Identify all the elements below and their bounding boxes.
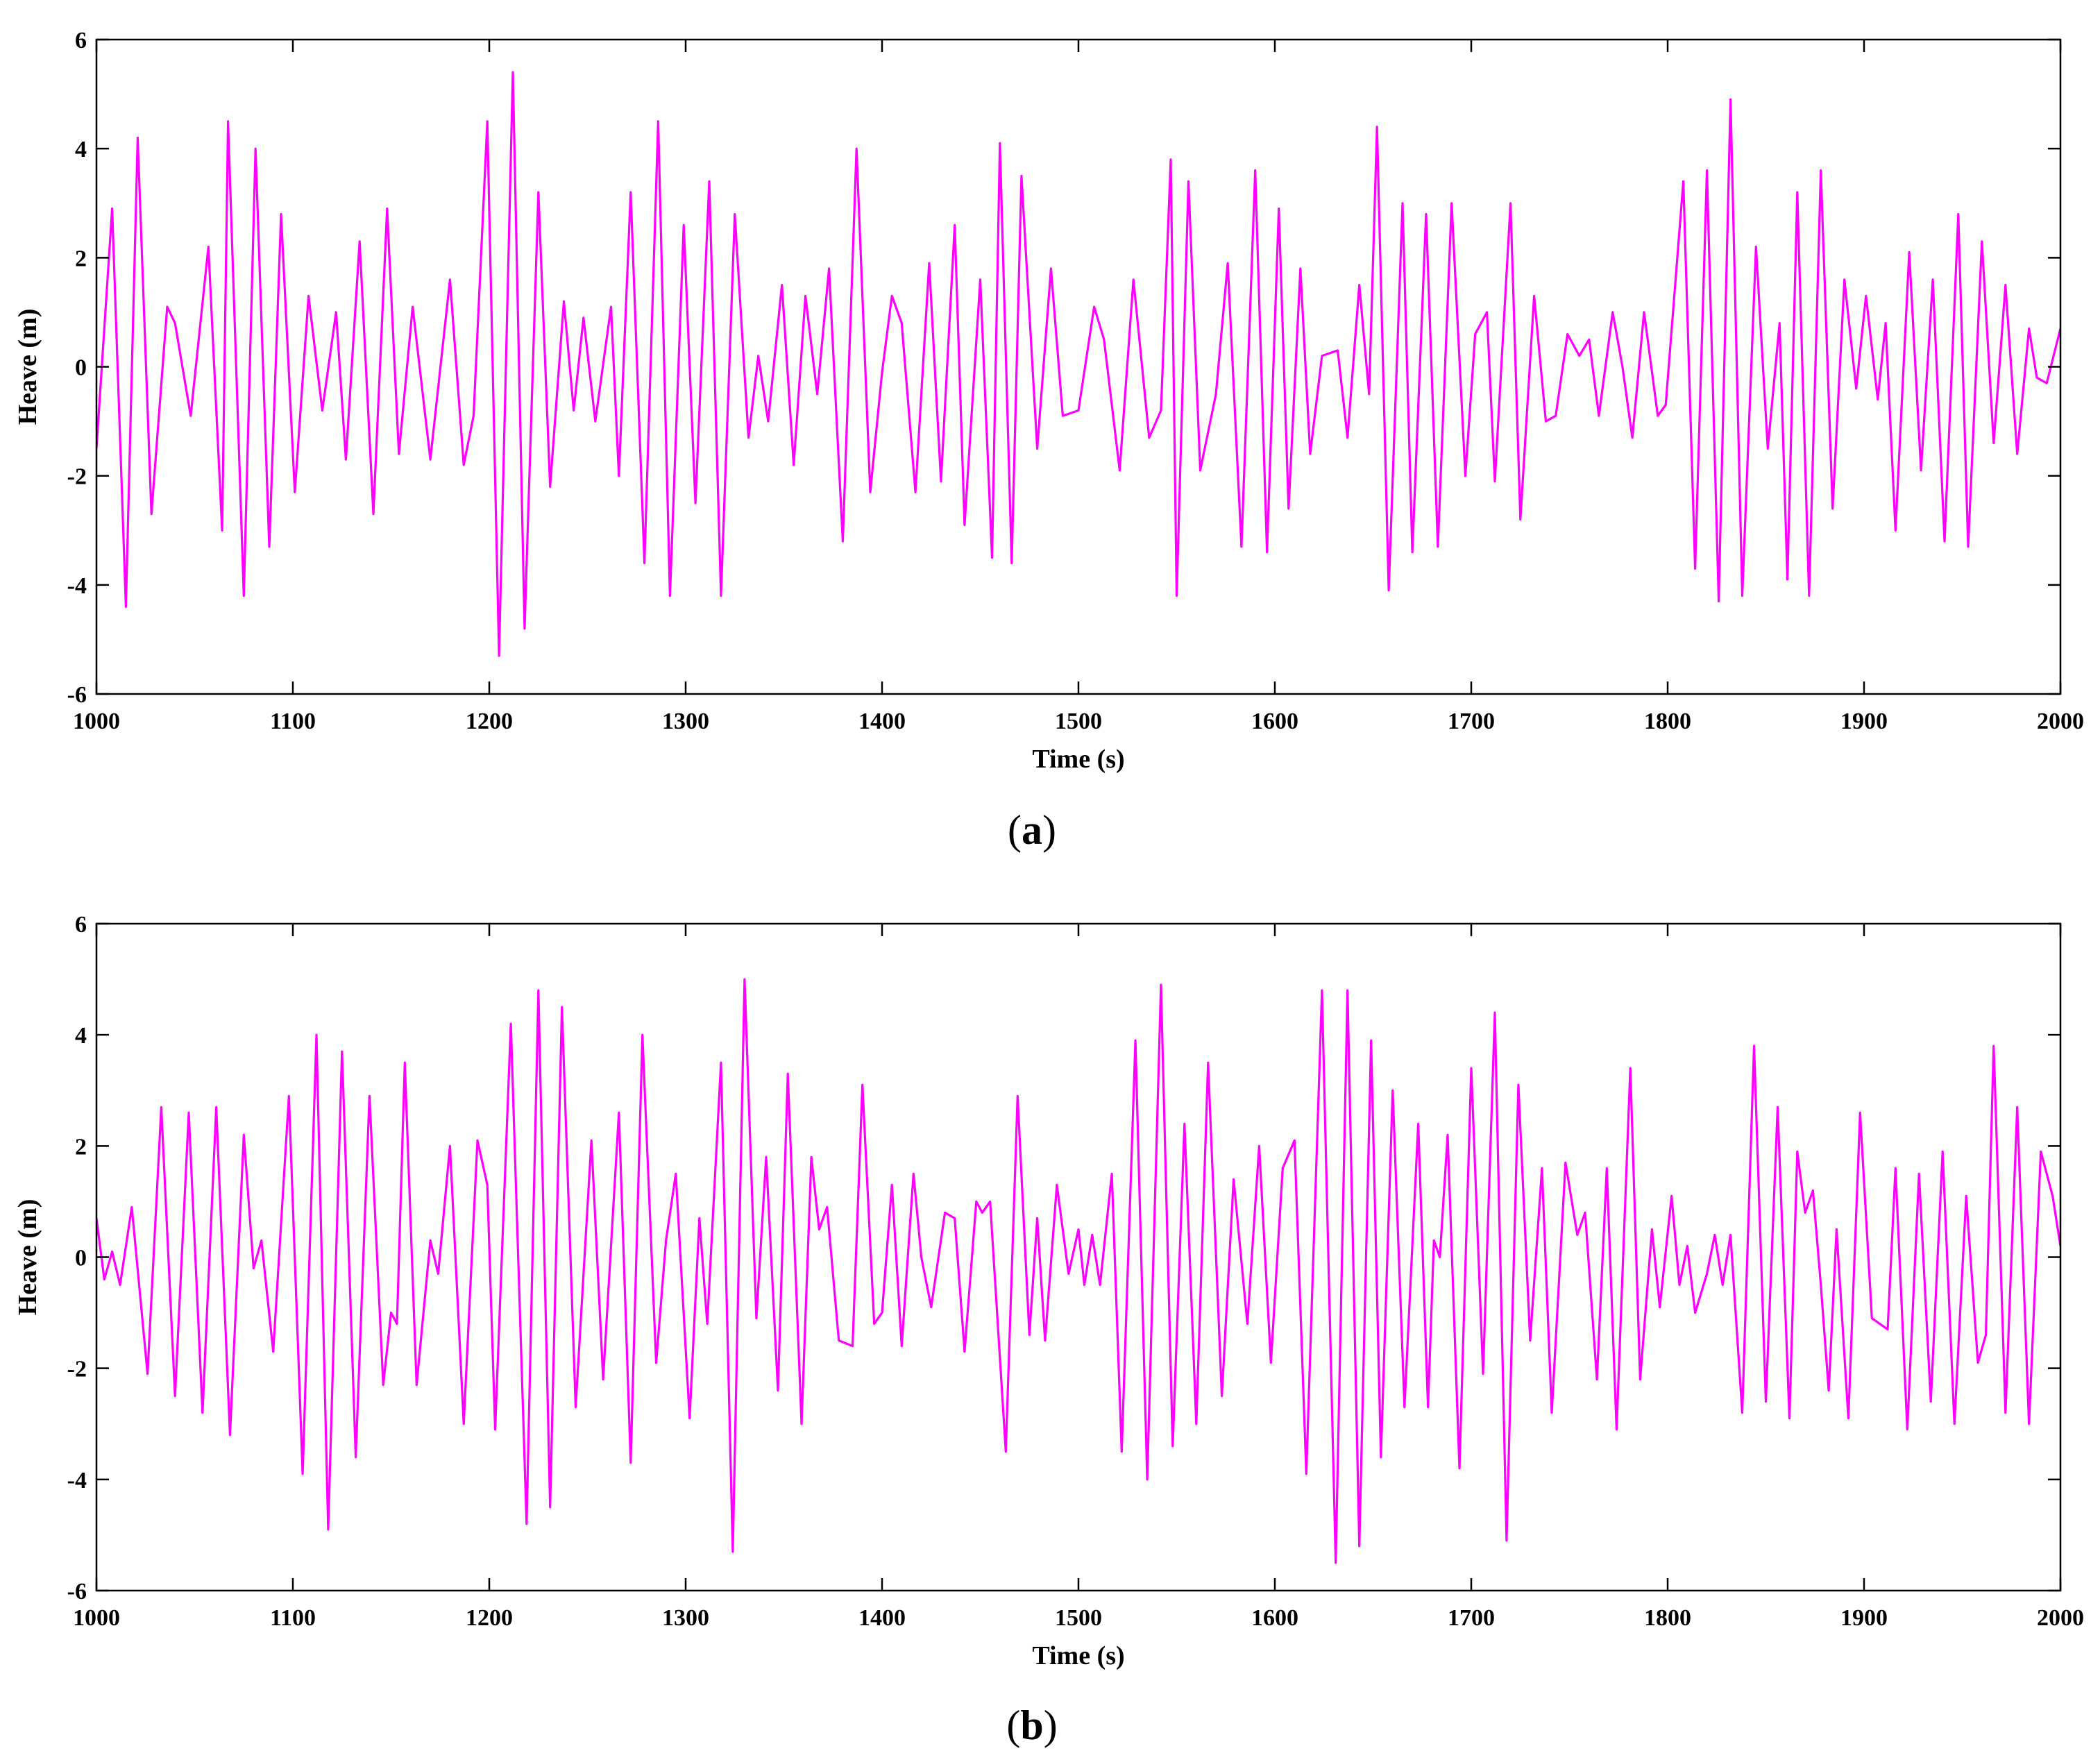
x-tick-label: 1100 [270,709,316,734]
x-tick-label: 1400 [858,1605,906,1631]
y-tick-label: -2 [67,1357,87,1382]
x-tick-label: 1600 [1251,709,1298,734]
x-tick-label: 1900 [1840,1605,1888,1631]
y-tick-label: 2 [75,246,87,271]
y-tick-label: -4 [67,573,87,599]
x-tick-label: 2000 [2037,1605,2084,1631]
y-tick-label: -2 [67,464,87,490]
x-tick-label: 1000 [73,1605,120,1631]
panel-label-a: (a) [1008,807,1056,853]
x-tick-label: 1100 [270,1605,316,1631]
panel-label-b: (b) [1006,1702,1057,1748]
y-tick-label: 4 [75,1023,87,1049]
x-tick-label: 1800 [1644,709,1691,734]
y-tick-label: -6 [67,1579,87,1604]
x-tick-label: 1700 [1448,1605,1495,1631]
x-tick-label: 1300 [662,1605,709,1631]
x-tick-label: 1800 [1644,1605,1691,1631]
x-tick-label: 1200 [466,709,513,734]
x-tick-label: 1500 [1055,1605,1102,1631]
x-axis-label: Time (s) [1032,745,1124,774]
y-tick-label: 2 [75,1134,87,1160]
axes-box-b [95,922,2062,1592]
x-tick-label: 1900 [1840,709,1888,734]
heave-series-line-a [96,71,2060,657]
y-tick-label: 0 [75,1246,87,1271]
y-tick-label: -6 [67,682,87,708]
x-tick-label: 1000 [73,709,120,734]
x-axis-label: Time (s) [1032,1641,1124,1670]
x-tick-label: 2000 [2037,709,2084,734]
y-tick-label: -4 [67,1468,87,1493]
y-tick-label: 6 [75,28,87,53]
y-tick-label: 6 [75,912,87,938]
chart-panel-b: 1000 1100 1200 1300 1400 1500 1600 1700 1800 1900… [13,912,2084,1748]
x-tick-label: 1400 [858,709,906,734]
chart-panel-a: 1000 1100 1200 1300 1400 1500 1600 1700 1800 1900… [13,28,2084,853]
x-tick-label: 1300 [662,709,709,734]
y-tick-label: 4 [75,137,87,162]
y-tick-label: 0 [75,355,87,381]
x-tick-label: 1600 [1251,1605,1298,1631]
x-tick-label: 1500 [1055,709,1102,734]
x-tick-label: 1200 [466,1605,513,1631]
y-axis-label: Heave (m) [13,1199,42,1316]
heave-series-line-b [96,978,2060,1564]
axes-box-a [95,38,2062,695]
y-axis-label: Heave (m) [13,309,42,425]
x-tick-label: 1700 [1448,709,1495,734]
